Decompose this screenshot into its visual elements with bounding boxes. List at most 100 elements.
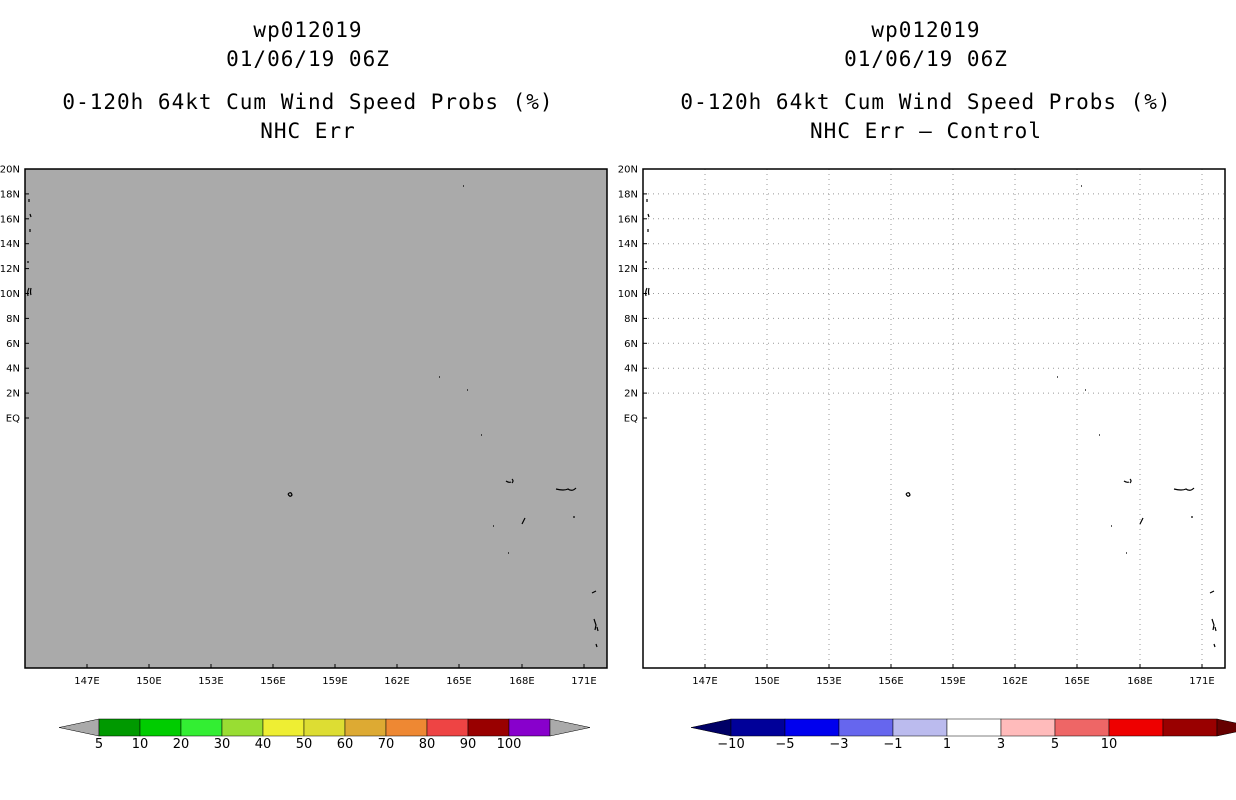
colorbar-segment: [1162, 718, 1218, 737]
lat-tick-label: 20N: [0, 165, 20, 176]
island-outline: [555, 487, 577, 491]
left-islands: [27, 185, 599, 648]
island-outline: [591, 590, 597, 594]
colorbar-segment: [784, 718, 840, 737]
lat-tick-label: 8N: [6, 314, 20, 325]
colorbar-label: 5: [1051, 737, 1059, 752]
colorbar-label: 80: [419, 737, 436, 752]
island-outline: [287, 492, 293, 497]
lat-tick-label: 12N: [618, 264, 638, 275]
colorbar-segment: [467, 718, 510, 737]
colorbar-segment: [180, 718, 223, 737]
lat-tick-label: 6N: [6, 339, 20, 350]
lon-tick-label: 150E: [754, 676, 779, 687]
lat-tick-label: 10N: [618, 289, 638, 300]
colorbar-label: 30: [214, 737, 231, 752]
colorbar-right-arrow: [549, 718, 591, 737]
colorbar-segment: [385, 718, 428, 737]
colorbar-label: 20: [173, 737, 190, 752]
right-storm-id: wp012019: [871, 18, 981, 42]
right-subtitle: NHC Err – Control: [810, 119, 1042, 143]
right-colorbar: −10 −5 −3 −1 1 3 5 10: [690, 718, 1236, 752]
island-outline: [1139, 517, 1144, 525]
lat-tick-label: 8N: [624, 314, 638, 325]
right-islands: [645, 185, 1217, 648]
island-outline: [1211, 618, 1217, 632]
lat-tick-label: 18N: [618, 189, 638, 200]
left-subtitle: NHC Err: [260, 119, 356, 143]
lat-tick-label: 4N: [6, 364, 20, 375]
left-datetime: 01/06/19 06Z: [226, 47, 390, 71]
colorbar-label: 50: [296, 737, 313, 752]
lon-tick-label: 159E: [322, 676, 347, 687]
colorbar-label: 3: [997, 737, 1005, 752]
lon-tick-label: 165E: [446, 676, 471, 687]
lat-tick-label: 10N: [0, 289, 20, 300]
right-map-panel: 20N 18N 16N 14N 12N 10N 8N 6N 4N 2N EQ 147E 150E 153E…: [618, 165, 1226, 688]
lon-tick-label: 162E: [384, 676, 409, 687]
lon-tick-label: 159E: [940, 676, 965, 687]
island-outline: [593, 618, 599, 632]
colorbar-left-arrow: [690, 718, 732, 737]
colorbar-segment: [508, 718, 551, 737]
right-map-background: [643, 169, 1225, 668]
colorbar-segment: [892, 718, 948, 737]
island-outline: [905, 492, 911, 497]
lat-tick-label: EQ: [6, 414, 20, 425]
lon-tick-label: 153E: [198, 676, 223, 687]
right-product-title: 0-120h 64kt Cum Wind Speed Probs (%): [680, 90, 1172, 114]
island-outline: [647, 213, 650, 218]
colorbar-segment: [262, 718, 305, 737]
colorbar-segment: [98, 718, 141, 737]
colorbar-segment: [1054, 718, 1110, 737]
island-outline: [521, 517, 526, 525]
right-axis-ticks: 20N 18N 16N 14N 12N 10N 8N 6N 4N 2N EQ 147E 150E 153E…: [618, 165, 1215, 688]
lat-tick-label: EQ: [624, 414, 638, 425]
lon-tick-label: 171E: [1189, 676, 1214, 687]
island-outline: [29, 213, 32, 218]
left-storm-id: wp012019: [253, 18, 363, 42]
lat-tick-label: 16N: [618, 214, 638, 225]
island-outline: [595, 643, 598, 648]
colorbar-label: −1: [883, 737, 902, 752]
island-outline: [1173, 487, 1195, 491]
lat-tick-label: 4N: [624, 364, 638, 375]
lon-tick-label: 156E: [260, 676, 285, 687]
lat-tick-label: 14N: [0, 239, 20, 250]
right-gridlines: [643, 169, 1225, 668]
colorbar-label: 10: [1101, 737, 1118, 752]
colorbar-segment: [426, 718, 469, 737]
colorbar-segment: [838, 718, 894, 737]
island-outline: [1123, 478, 1132, 484]
colorbar-label: 70: [378, 737, 395, 752]
colorbar-label: −5: [775, 737, 794, 752]
colorbar-segment: [1000, 718, 1056, 737]
colorbar-segment: [303, 718, 346, 737]
colorbar-label: 40: [255, 737, 272, 752]
island-outline: [505, 478, 514, 484]
colorbar-segment: [730, 718, 786, 737]
right-datetime: 01/06/19 06Z: [844, 47, 1008, 71]
colorbar-segment: [1108, 718, 1164, 737]
colorbar-segment: [139, 718, 182, 737]
lat-tick-label: 2N: [624, 389, 638, 400]
left-product-title: 0-120h 64kt Cum Wind Speed Probs (%): [62, 90, 554, 114]
lon-tick-label: 168E: [1127, 676, 1152, 687]
island-outline: [27, 287, 32, 297]
lat-tick-label: 2N: [6, 389, 20, 400]
lon-tick-label: 171E: [571, 676, 596, 687]
colorbar-left-arrow: [58, 718, 100, 737]
left-axis-ticks: 20N 18N 16N 14N 12N 10N 8N 6N 4N 2N EQ 147E 150E 153E…: [0, 165, 597, 688]
lat-tick-label: 18N: [0, 189, 20, 200]
colorbar-label: 5: [95, 737, 103, 752]
lat-tick-label: 14N: [618, 239, 638, 250]
lon-tick-label: 165E: [1064, 676, 1089, 687]
island-outline: [1213, 643, 1216, 648]
colorbar-segment: [946, 718, 1002, 737]
colorbar-label: −3: [829, 737, 848, 752]
lat-tick-label: 20N: [618, 165, 638, 176]
colorbar-label: 1: [943, 737, 951, 752]
colorbar-right-arrow: [1216, 718, 1236, 737]
lon-tick-label: 156E: [878, 676, 903, 687]
